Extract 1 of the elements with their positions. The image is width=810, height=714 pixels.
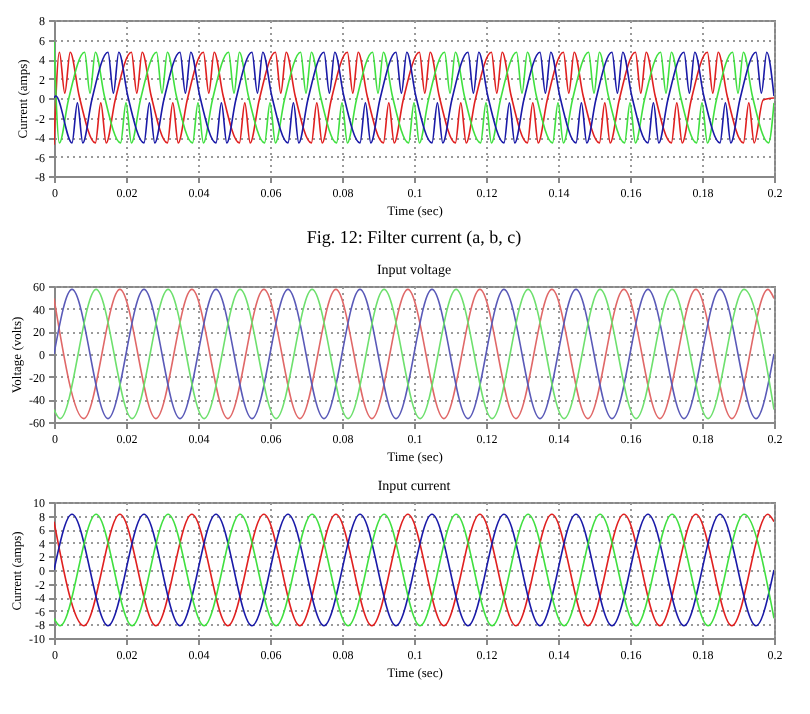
caption: Fig. 12: Filter current (a, b, c) bbox=[306, 227, 522, 247]
